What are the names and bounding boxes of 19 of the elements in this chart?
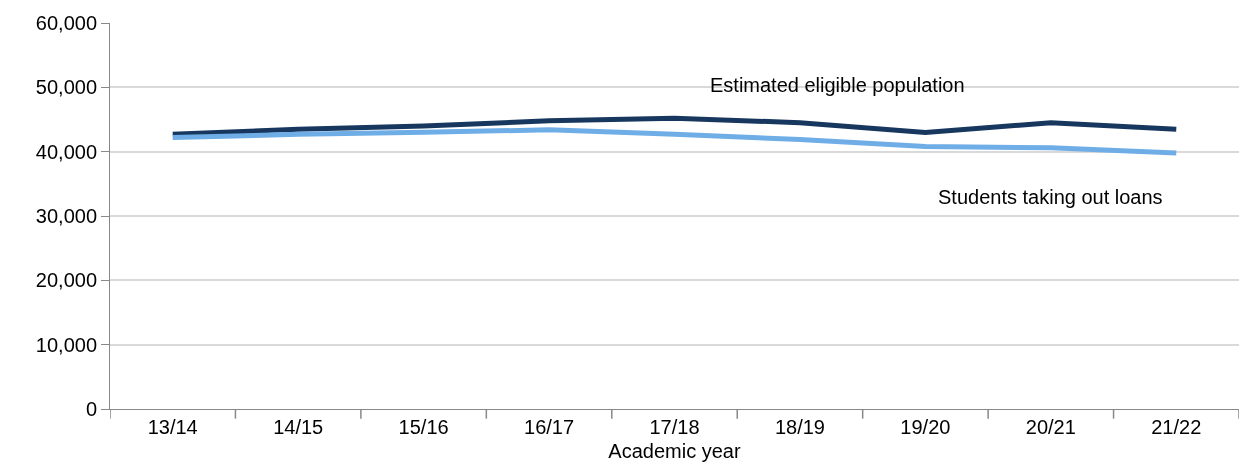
x-tick-label: 17/18 bbox=[649, 416, 700, 438]
x-tick-label: 13/14 bbox=[147, 416, 198, 438]
x-tick-label: 14/15 bbox=[273, 416, 324, 438]
y-tick-label: 0 bbox=[85, 398, 97, 420]
x-axis-title: Academic year bbox=[608, 439, 741, 462]
x-tick-label: 16/17 bbox=[524, 416, 575, 438]
y-tick-label: 40,000 bbox=[35, 140, 97, 163]
x-tick-label: 19/20 bbox=[900, 416, 951, 438]
x-tick-label: 20/21 bbox=[1025, 416, 1076, 438]
y-tick-label: 60,000 bbox=[35, 12, 97, 34]
y-tick-label: 10,000 bbox=[35, 333, 97, 356]
y-tick-label: 50,000 bbox=[35, 76, 97, 99]
series-label: Students taking out loans bbox=[938, 186, 1163, 208]
x-tick-label: 18/19 bbox=[774, 416, 825, 438]
x-tick-label: 15/16 bbox=[398, 416, 449, 438]
series-label: Estimated eligible population bbox=[710, 74, 965, 96]
y-tick-label: 20,000 bbox=[35, 269, 97, 292]
x-tick-label: 21/22 bbox=[1151, 416, 1202, 438]
y-tick-label: 30,000 bbox=[35, 205, 97, 227]
